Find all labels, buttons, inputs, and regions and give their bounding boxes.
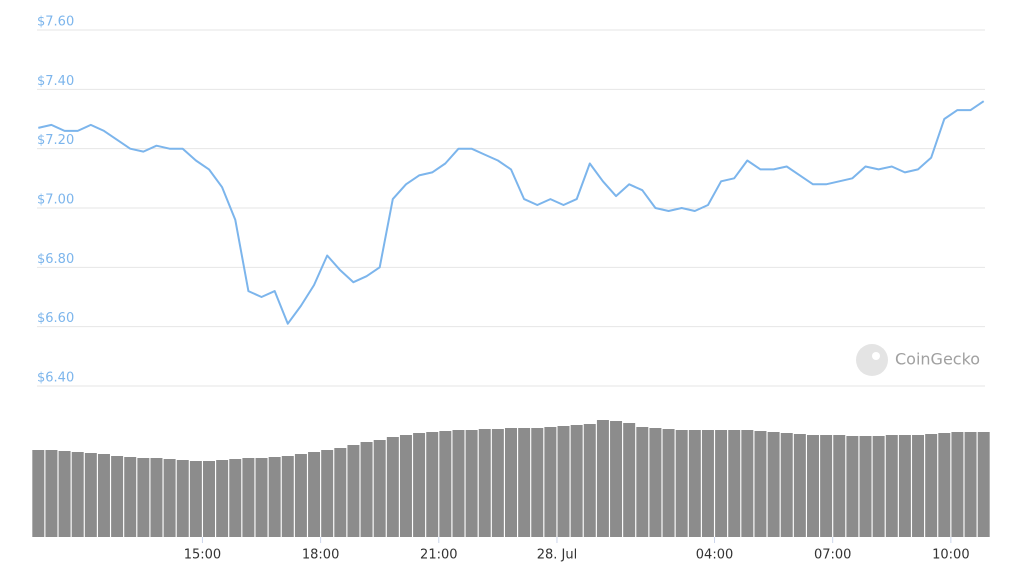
volume-bar — [399, 435, 412, 537]
volume-bar — [465, 430, 478, 537]
volume-bar — [780, 433, 793, 537]
volume-bar — [439, 431, 452, 537]
volume-bar — [767, 432, 780, 537]
volume-bar — [58, 451, 71, 537]
volume-bar — [97, 454, 110, 537]
volume-bar — [268, 457, 281, 537]
y-tick-label: $7.00 — [37, 193, 74, 208]
volume-bar — [728, 430, 741, 537]
volume-bar — [360, 442, 373, 537]
volume-bar — [964, 432, 977, 537]
volume-bar — [176, 460, 189, 537]
volume-bar — [189, 461, 202, 537]
y-tick-label: $6.80 — [37, 252, 74, 267]
volume-bar — [701, 430, 714, 537]
x-tick-label: 28. Jul — [537, 548, 578, 563]
volume-bar — [912, 435, 925, 537]
volume-bar — [544, 427, 557, 537]
volume-bar — [951, 432, 964, 537]
watermark: CoinGecko — [895, 350, 980, 369]
volume-bar — [84, 453, 97, 537]
watermark-logo — [856, 344, 888, 376]
volume-bar — [649, 428, 662, 537]
price-line — [38, 100, 985, 325]
volume-bar — [426, 432, 439, 537]
volume-bar — [793, 434, 806, 537]
volume-bar — [898, 435, 911, 537]
x-tick-label: 15:00 — [184, 548, 221, 563]
volume-bar — [807, 435, 819, 537]
volume-bar — [294, 454, 307, 537]
volume-bar — [137, 458, 150, 537]
volume-bar — [478, 429, 491, 537]
volume-bar — [321, 450, 334, 537]
volume-bar — [833, 435, 846, 537]
volume-bar — [583, 424, 596, 537]
volume-bar — [938, 433, 951, 537]
volume-bar — [32, 450, 45, 537]
volume-bar — [925, 434, 938, 537]
volume-bar — [45, 450, 58, 537]
volume-bar — [715, 430, 728, 537]
volume-bar — [216, 460, 229, 537]
volume-bar — [281, 456, 294, 537]
volume-bar — [675, 430, 688, 537]
volume-bar — [255, 458, 268, 537]
x-tick-label: 07:00 — [814, 548, 851, 563]
volume-bar — [203, 461, 215, 537]
volume-bar — [242, 458, 255, 537]
volume-bar — [334, 448, 347, 537]
y-tick-label: $7.40 — [37, 74, 74, 89]
volume-bar — [820, 435, 833, 537]
volume-bar — [557, 426, 570, 537]
volume-bar — [308, 452, 321, 537]
volume-bar — [885, 435, 898, 537]
volume-bar — [386, 437, 399, 537]
volume-bar — [662, 429, 675, 537]
volume-bar — [452, 430, 465, 537]
x-tick-label: 21:00 — [420, 548, 457, 563]
x-tick-label: 04:00 — [696, 548, 733, 563]
volume-bar — [636, 427, 649, 537]
volume-bar — [610, 421, 623, 537]
y-tick-label: $7.20 — [37, 133, 74, 148]
volume-bar — [623, 423, 636, 537]
y-tick-label: $7.60 — [37, 15, 74, 30]
volume-bar — [163, 459, 176, 537]
volume-bar — [570, 425, 583, 537]
volume-bar — [531, 428, 544, 537]
y-tick-label: $6.40 — [37, 371, 74, 386]
volume-bar — [872, 436, 885, 537]
volume-bar — [229, 459, 242, 537]
volume-bar — [754, 431, 767, 537]
volume-bar — [373, 440, 386, 537]
volume-bar — [741, 430, 754, 537]
volume-bar — [111, 456, 124, 537]
volume-bar — [71, 452, 84, 537]
volume-bar — [688, 430, 701, 537]
volume-bar — [150, 458, 163, 537]
y-tick-label: $6.60 — [37, 311, 74, 326]
volume-bar — [859, 436, 872, 537]
x-tick-label: 10:00 — [932, 548, 969, 563]
volume-bar — [596, 420, 609, 537]
volume-bar — [518, 428, 531, 537]
volume-bar — [124, 457, 137, 537]
volume-bar — [413, 433, 426, 537]
volume-bar — [491, 429, 504, 537]
volume-bar — [347, 445, 360, 537]
volume-bar — [977, 432, 990, 537]
volume-bar — [846, 436, 859, 537]
x-tick-label: 18:00 — [302, 548, 339, 563]
volume-bar — [505, 428, 517, 537]
